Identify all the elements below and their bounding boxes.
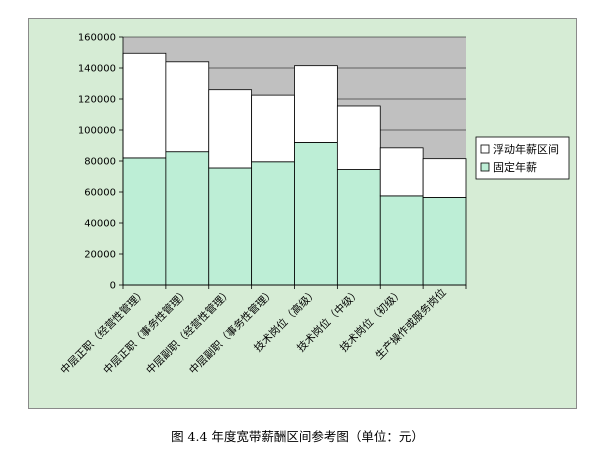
bar-fixed [165,151,210,286]
x-axis: 中层正职（经营性管理）中层正职（事务性管理）中层副职（经营性管理）中层副职（事务… [58,284,467,377]
y-tick-label: 80000 [84,157,116,168]
bar-fixed [422,197,467,286]
y-axis: 0 20000 40000 60000 80000 100000 120000 140000 1… [78,33,124,292]
y-tick-label: 160000 [78,33,116,44]
bars [122,52,467,286]
bar-float [122,52,167,159]
y-tick-label: 120000 [78,95,116,106]
x-tick-label: 中层正职（经营性管理） [58,286,149,377]
bar-float [294,65,338,143]
x-tick-label: 中层正职（事务性管理） [101,286,192,377]
bar-float [165,61,210,153]
bar-float [208,89,253,169]
y-tick-label: 60000 [84,188,116,199]
bar-float [379,147,424,197]
y-tick-label: 20000 [84,250,116,261]
legend-swatch-float [480,144,490,154]
x-tick-label: 生产操作或服务岗位 [373,286,449,362]
bar-fixed [294,142,338,286]
y-tick-label: 40000 [84,219,116,230]
bar-fixed [208,167,253,286]
bar-fixed [336,169,381,286]
legend-label-fixed: 固定年薪 [493,160,537,174]
bar-float [251,94,295,163]
figure-caption: 图 4.4 年度宽带薪酬区间参考图（单位：元） [171,429,424,444]
stacked-bar-chart: 0 20000 40000 60000 80000 100000 120000 140000 1… [58,33,570,377]
legend-swatch-fixed [480,162,490,172]
bar-fixed [379,195,424,286]
chart-panel: 0 20000 40000 60000 80000 100000 120000 140000 1… [28,18,577,409]
legend-label-float: 浮动年薪区间 [493,142,559,156]
x-tick-label: 中层副职（经营性管理） [143,286,234,377]
bar-fixed [251,161,295,286]
y-tick-label: 100000 [78,126,116,137]
legend-box [475,136,570,180]
bar-float [422,158,467,198]
y-tick-label: 140000 [78,64,116,75]
x-tick-label: 中层副职（事务性管理） [186,286,277,377]
legend: 浮动年薪区间 固定年薪 [475,136,570,180]
bar-float [336,105,381,170]
y-tick-label: 0 [110,281,116,292]
bar-fixed [122,157,167,286]
